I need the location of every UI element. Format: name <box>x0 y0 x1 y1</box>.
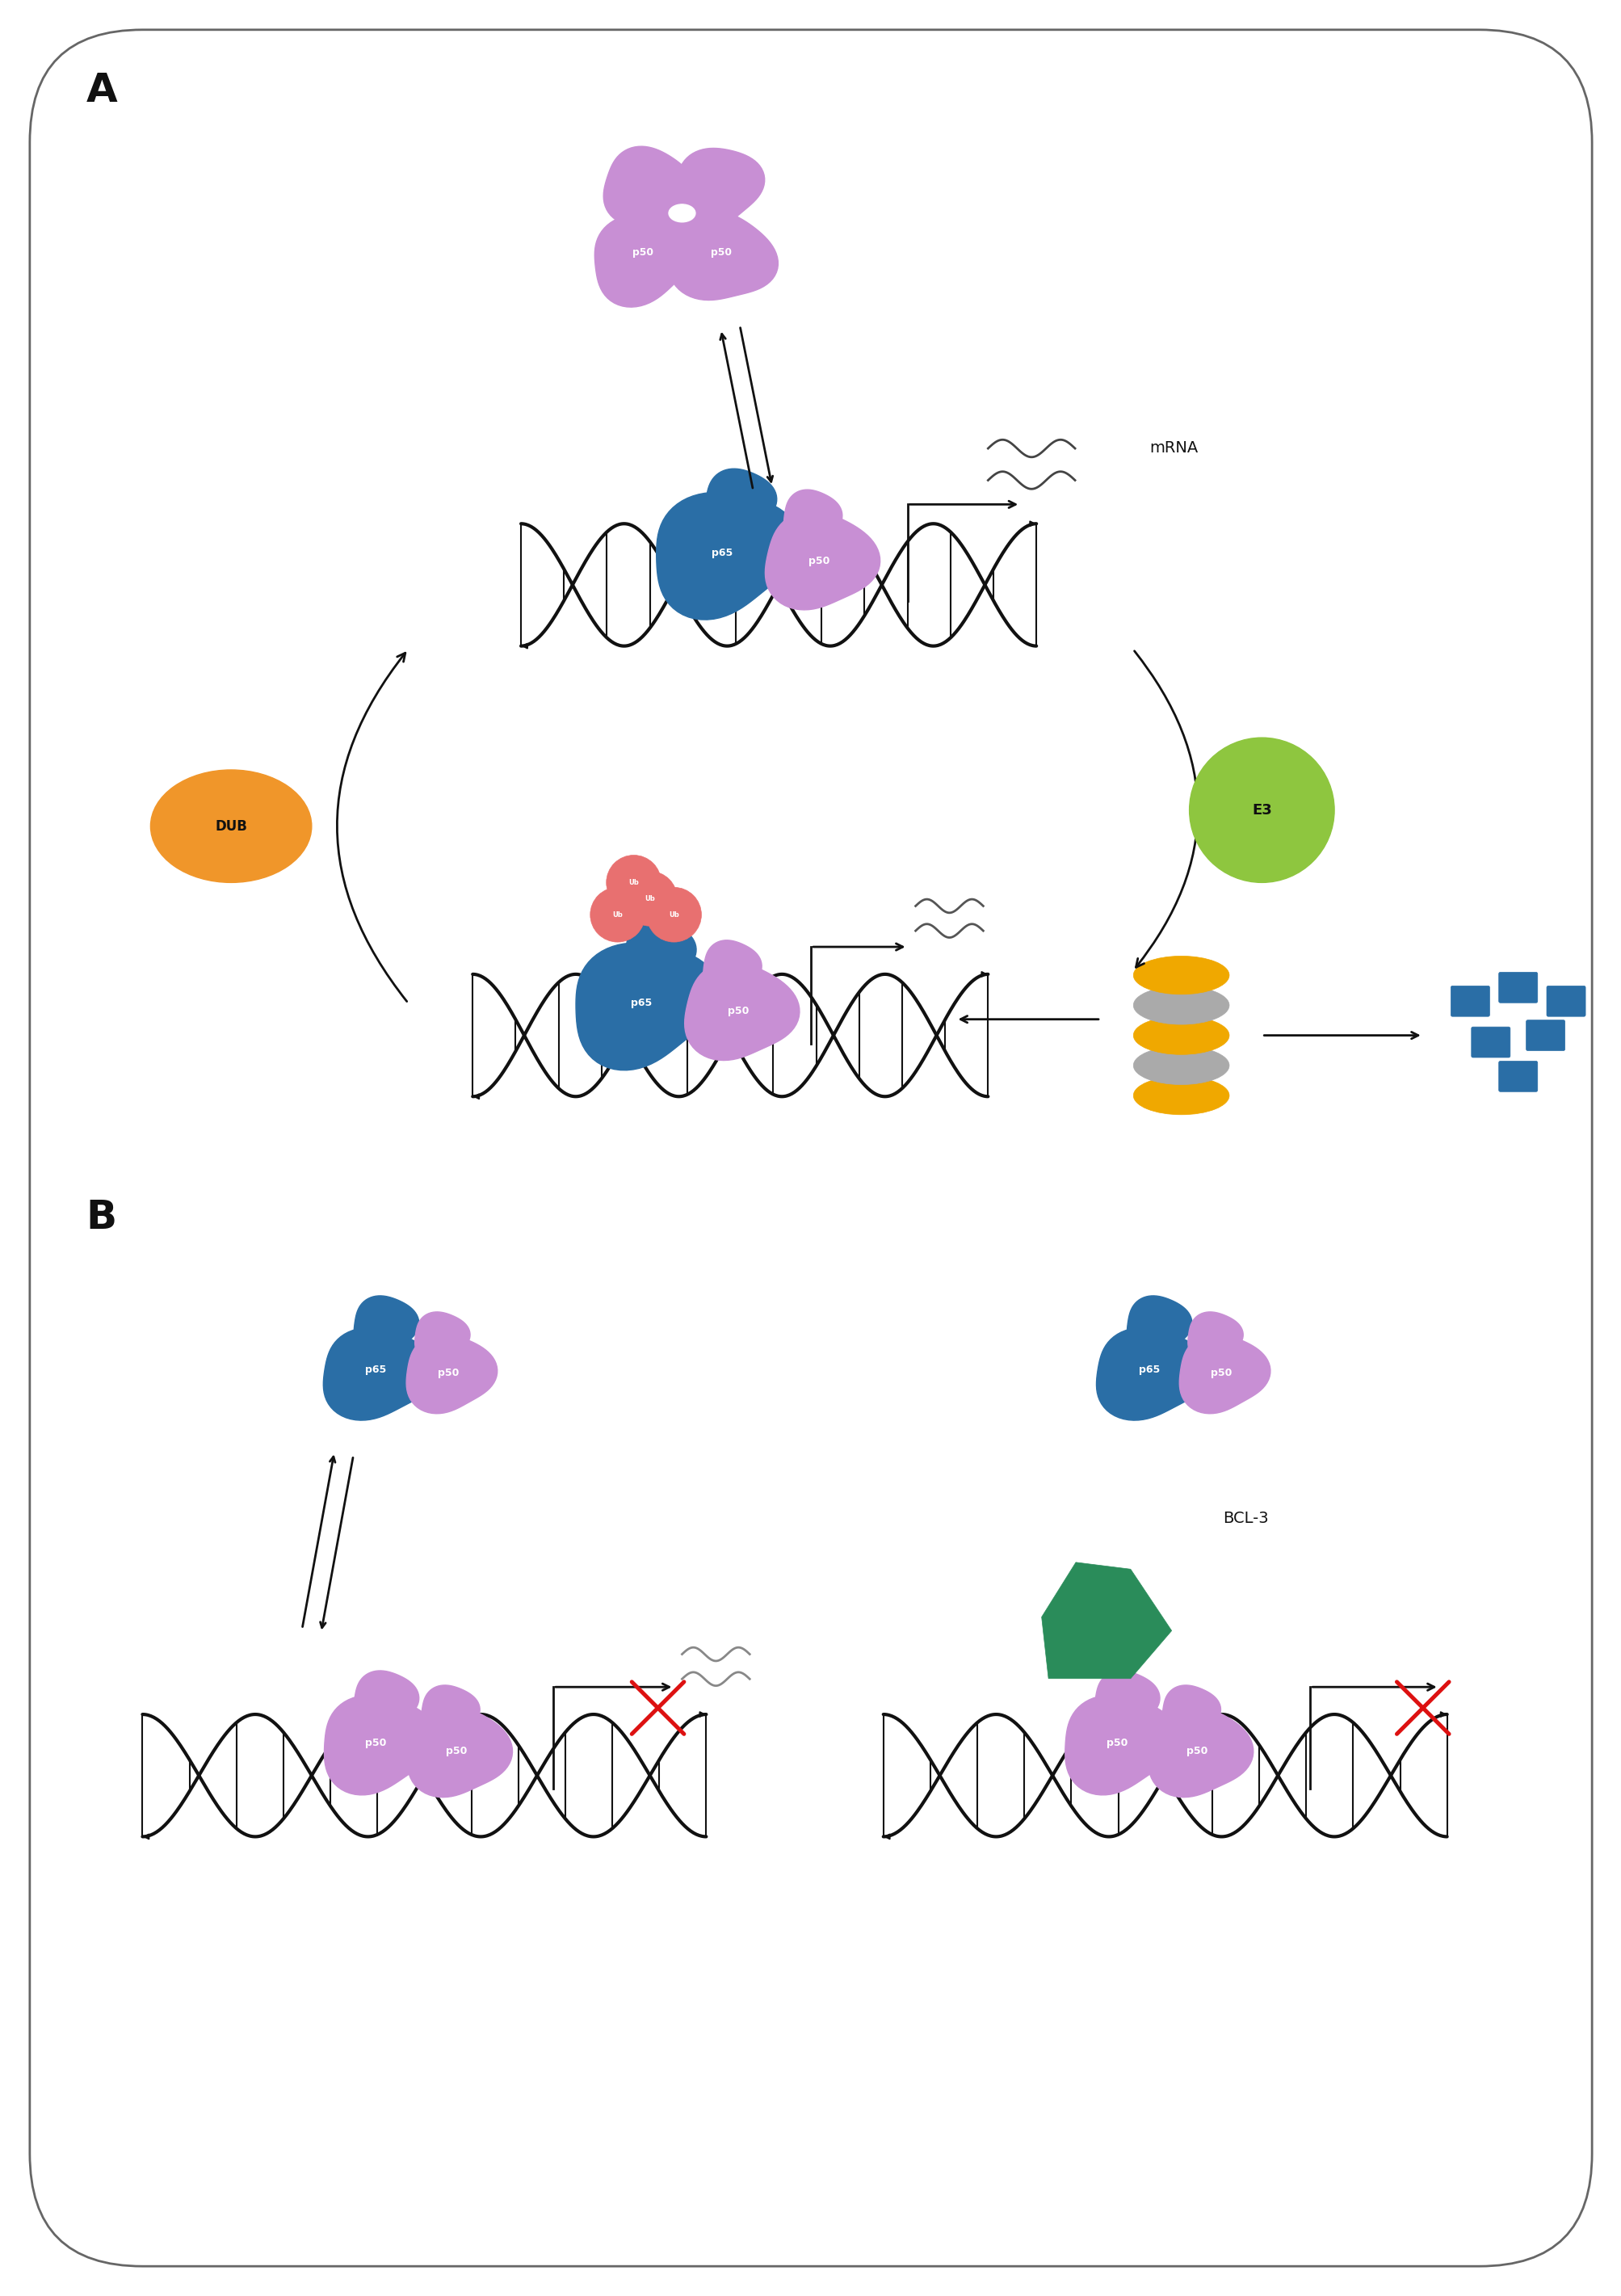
Polygon shape <box>575 944 718 1070</box>
Polygon shape <box>765 512 880 611</box>
Text: p50: p50 <box>1211 1368 1232 1378</box>
Ellipse shape <box>1133 1047 1229 1084</box>
Text: mRNA: mRNA <box>1149 441 1198 457</box>
Text: E3: E3 <box>1251 804 1271 817</box>
Text: p65: p65 <box>712 546 733 558</box>
Polygon shape <box>1041 1561 1170 1678</box>
Circle shape <box>647 886 700 941</box>
Polygon shape <box>668 211 778 301</box>
Polygon shape <box>657 491 799 620</box>
Circle shape <box>622 870 678 925</box>
FancyBboxPatch shape <box>1451 985 1490 1017</box>
Circle shape <box>1188 737 1334 882</box>
Text: A: A <box>86 71 117 110</box>
Text: Ub: Ub <box>645 895 655 902</box>
Ellipse shape <box>151 769 311 882</box>
Polygon shape <box>353 1671 418 1731</box>
Text: p65: p65 <box>631 999 652 1008</box>
Polygon shape <box>324 1694 436 1795</box>
Text: Ub: Ub <box>613 912 622 918</box>
Polygon shape <box>603 147 694 225</box>
Ellipse shape <box>1133 987 1229 1024</box>
Polygon shape <box>684 962 799 1061</box>
Polygon shape <box>323 1327 436 1421</box>
Circle shape <box>590 886 645 941</box>
Polygon shape <box>704 939 762 996</box>
Ellipse shape <box>1133 955 1229 994</box>
Text: DUB: DUB <box>216 820 246 833</box>
Text: p50: p50 <box>438 1368 459 1378</box>
Polygon shape <box>421 1685 480 1738</box>
Polygon shape <box>624 918 695 985</box>
Polygon shape <box>1178 1334 1269 1414</box>
Polygon shape <box>1127 1295 1191 1355</box>
Polygon shape <box>657 172 710 273</box>
Polygon shape <box>705 468 776 535</box>
FancyBboxPatch shape <box>1525 1019 1564 1052</box>
Text: p50: p50 <box>1106 1738 1127 1750</box>
Polygon shape <box>1065 1694 1177 1795</box>
Text: p65: p65 <box>1138 1364 1159 1375</box>
Ellipse shape <box>668 204 695 223</box>
Polygon shape <box>407 1706 512 1798</box>
Text: p50: p50 <box>807 556 830 567</box>
Text: p65: p65 <box>365 1364 386 1375</box>
FancyBboxPatch shape <box>1498 971 1537 1003</box>
Polygon shape <box>407 1334 498 1414</box>
Polygon shape <box>1148 1706 1253 1798</box>
Polygon shape <box>783 489 841 546</box>
Polygon shape <box>1187 1311 1243 1362</box>
Polygon shape <box>415 1311 470 1362</box>
Ellipse shape <box>1133 1077 1229 1114</box>
Text: p50: p50 <box>365 1738 386 1750</box>
FancyBboxPatch shape <box>29 30 1592 2266</box>
Circle shape <box>606 854 661 909</box>
Polygon shape <box>1094 1671 1159 1731</box>
Text: B: B <box>86 1199 117 1238</box>
Text: Ub: Ub <box>668 912 679 918</box>
Text: BCL-3: BCL-3 <box>1222 1511 1268 1527</box>
Polygon shape <box>1096 1327 1209 1421</box>
Polygon shape <box>1162 1685 1221 1738</box>
FancyBboxPatch shape <box>1546 985 1585 1017</box>
FancyBboxPatch shape <box>1470 1026 1509 1058</box>
Text: p50: p50 <box>710 248 731 257</box>
Polygon shape <box>353 1295 418 1355</box>
Text: Ub: Ub <box>629 879 639 886</box>
Text: p50: p50 <box>728 1006 749 1017</box>
FancyBboxPatch shape <box>1498 1061 1537 1091</box>
Text: p50: p50 <box>446 1747 467 1756</box>
Polygon shape <box>595 214 699 308</box>
Text: p50: p50 <box>632 248 653 257</box>
Ellipse shape <box>1133 1017 1229 1054</box>
Text: p50: p50 <box>1187 1747 1208 1756</box>
Polygon shape <box>678 149 763 230</box>
